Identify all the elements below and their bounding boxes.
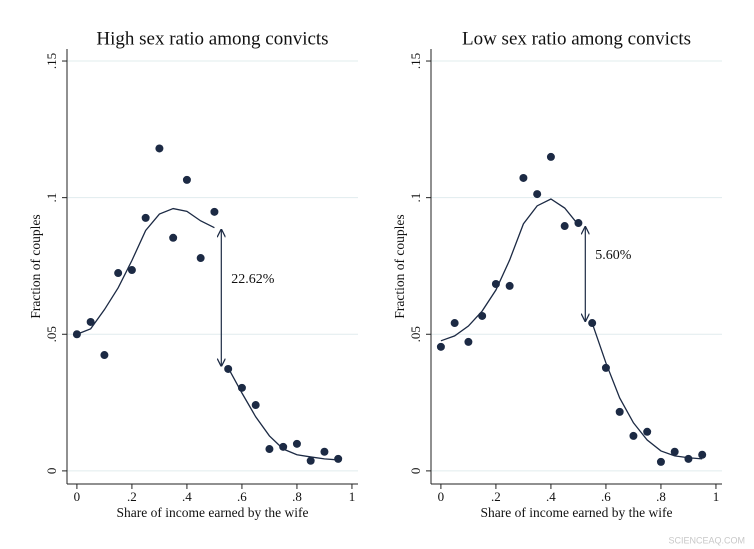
point bbox=[588, 319, 597, 328]
chart-title: High sex ratio among convicts bbox=[96, 28, 328, 49]
point bbox=[560, 222, 569, 231]
point bbox=[615, 407, 624, 416]
point bbox=[127, 266, 136, 275]
point bbox=[601, 363, 610, 372]
fit-line bbox=[591, 322, 703, 460]
point bbox=[182, 175, 191, 184]
x-tick-label: .2 bbox=[127, 489, 137, 504]
point bbox=[72, 330, 81, 339]
point bbox=[196, 254, 205, 263]
point bbox=[533, 190, 542, 199]
point bbox=[450, 319, 459, 328]
point bbox=[265, 445, 274, 454]
point bbox=[306, 456, 315, 465]
x-tick-label: .2 bbox=[491, 489, 501, 504]
point bbox=[237, 383, 246, 392]
y-tick-label: .15 bbox=[44, 53, 59, 69]
point bbox=[478, 311, 487, 320]
point bbox=[629, 431, 638, 440]
x-tick-label: .8 bbox=[656, 489, 666, 504]
x-axis-label: Share of income earned by the wife bbox=[117, 505, 309, 520]
y-tick-label: .1 bbox=[44, 193, 59, 203]
point bbox=[169, 233, 178, 242]
y-axis-label: Fraction of couples bbox=[28, 214, 43, 318]
chart-title: Low sex ratio among convicts bbox=[462, 28, 691, 49]
panel: Low sex ratio among convicts 0 .05 .1 .15 0 .2… bbox=[392, 28, 722, 520]
point bbox=[519, 173, 528, 182]
point bbox=[279, 442, 288, 451]
y-axis-label: Fraction of couples bbox=[392, 214, 407, 318]
x-tick-label: .6 bbox=[237, 489, 247, 504]
point bbox=[141, 213, 150, 222]
point bbox=[643, 427, 652, 436]
point bbox=[210, 207, 219, 216]
point bbox=[251, 401, 260, 410]
point bbox=[334, 454, 343, 463]
watermark: SCIENCEAQ.COM bbox=[668, 535, 745, 545]
point bbox=[292, 439, 301, 448]
point bbox=[505, 281, 514, 290]
y-tick-label: 0 bbox=[408, 468, 423, 475]
x-tick-label: 1 bbox=[713, 489, 720, 504]
x-tick-label: 0 bbox=[74, 489, 81, 504]
annotation: 5.60% bbox=[595, 248, 632, 263]
point bbox=[491, 279, 500, 288]
point bbox=[100, 351, 109, 360]
y-tick-label: .05 bbox=[408, 326, 423, 342]
x-axis-label: Share of income earned by the wife bbox=[481, 505, 673, 520]
fit-line bbox=[76, 207, 215, 335]
point bbox=[86, 317, 95, 326]
x-tick-label: 1 bbox=[349, 489, 356, 504]
point bbox=[670, 447, 679, 456]
point bbox=[464, 337, 473, 346]
x-tick-label: .8 bbox=[292, 489, 302, 504]
x-tick-label: .4 bbox=[182, 489, 192, 504]
panel: High sex ratio among convicts 0 .05 .1 .15 0.… bbox=[28, 28, 358, 520]
point bbox=[114, 269, 123, 278]
x-tick-label: .6 bbox=[601, 489, 611, 504]
y-tick-label: .05 bbox=[44, 326, 59, 342]
point bbox=[574, 219, 583, 228]
point bbox=[656, 457, 665, 466]
fit-line bbox=[440, 198, 579, 342]
point bbox=[155, 144, 164, 153]
point bbox=[224, 364, 233, 373]
point bbox=[546, 152, 555, 161]
annotation: 22.62% bbox=[231, 272, 275, 287]
y-tick-label: .1 bbox=[408, 193, 423, 203]
x-tick-label: 0 bbox=[438, 489, 445, 504]
point bbox=[320, 447, 329, 456]
y-tick-label: .15 bbox=[408, 53, 423, 69]
point bbox=[436, 342, 445, 351]
y-tick-label: 0 bbox=[44, 468, 59, 475]
x-tick-label: .4 bbox=[546, 489, 556, 504]
point bbox=[684, 454, 693, 463]
point bbox=[698, 450, 707, 459]
